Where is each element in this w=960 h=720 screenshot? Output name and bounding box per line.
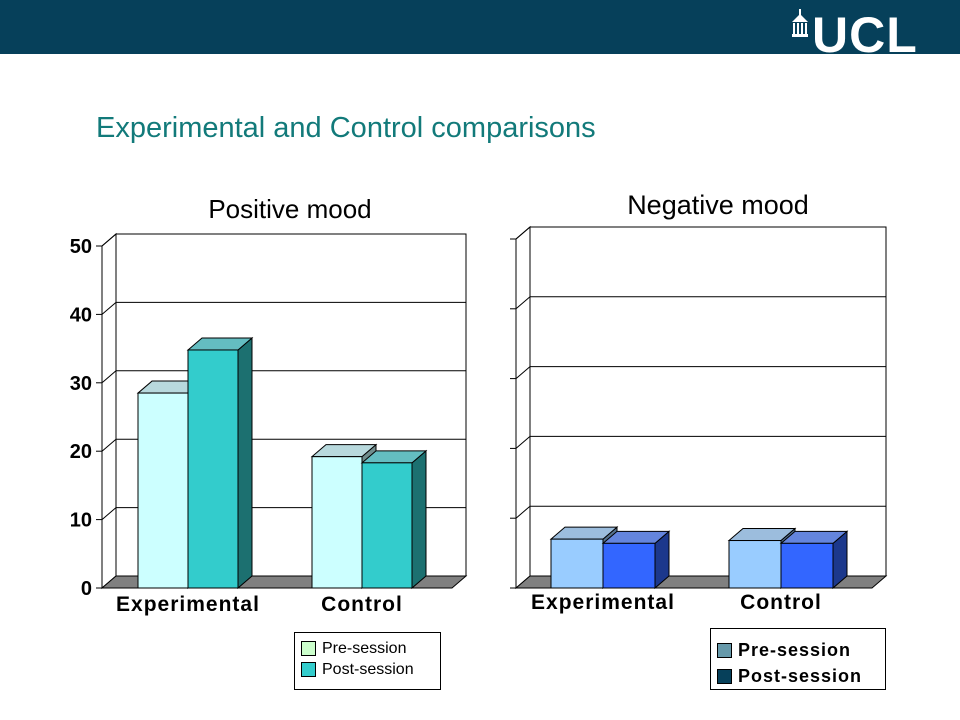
y-tick-label: 50 xyxy=(70,236,92,258)
legend-label-pre: Pre-session xyxy=(322,639,407,657)
gridline-side xyxy=(101,438,117,452)
y-tick-label: 10 xyxy=(70,510,92,532)
gridline-side xyxy=(101,507,117,520)
plot-side-wall xyxy=(515,225,531,590)
y-tick-label: 30 xyxy=(70,373,92,395)
gridline-side xyxy=(515,505,531,519)
legend-label-post: Post-session xyxy=(322,660,414,678)
x-category-label: Control xyxy=(321,593,403,616)
legend-label-pre: Pre-session xyxy=(738,639,852,660)
bar-side xyxy=(411,449,427,590)
bar-post-session-control xyxy=(361,462,413,589)
gridline-side xyxy=(101,302,117,315)
x-category-label: Experimental xyxy=(531,591,675,614)
y-tick-label: 0 xyxy=(81,578,92,600)
bar-post-session-experimental xyxy=(187,349,239,589)
gridline-side xyxy=(101,233,117,247)
legend-positive-mood: Pre-session Post-session xyxy=(294,632,441,690)
bar-pre-session-control xyxy=(728,540,782,589)
legend-item-post: Post-session xyxy=(295,659,440,680)
legend-item-post: Post-session xyxy=(711,663,885,689)
bar-side xyxy=(237,336,253,590)
legend-swatch-pre xyxy=(717,642,732,658)
slide-title: Experimental and Control comparisons xyxy=(96,112,596,144)
bar-pre-session-experimental xyxy=(137,392,189,589)
bar-post-session-control xyxy=(780,542,834,589)
gridline-side xyxy=(515,436,531,449)
portico-icon xyxy=(792,9,808,37)
legend-swatch-post xyxy=(301,662,316,677)
x-category-label: Experimental xyxy=(116,593,260,616)
legend-item-pre: Pre-session xyxy=(295,638,440,659)
legend-item-pre: Pre-session xyxy=(711,637,885,663)
bar-pre-session-experimental xyxy=(550,538,604,589)
x-category-label: Control xyxy=(740,591,822,614)
gridline-side xyxy=(515,366,531,379)
y-tick-label: 40 xyxy=(70,304,92,326)
chart-title: Positive mood xyxy=(208,194,371,224)
plot-side-wall xyxy=(101,232,117,590)
bar-pre-session-control xyxy=(311,456,363,589)
plot-back-wall xyxy=(529,226,887,577)
gridline-side xyxy=(515,296,531,310)
y-tick-label: 20 xyxy=(70,441,92,463)
chart-title: Negative mood xyxy=(627,190,809,220)
ucl-logo: UCL xyxy=(792,7,918,60)
bar-post-session-experimental xyxy=(602,542,656,589)
legend-swatch-pre xyxy=(301,641,316,656)
gridline-side xyxy=(515,226,531,240)
logo-text: UCL xyxy=(812,7,918,60)
legend-swatch-post xyxy=(717,668,732,684)
legend-label-post: Post-session xyxy=(738,665,863,686)
legend-negative-mood: Pre-session Post-session xyxy=(710,628,886,690)
gridline-side xyxy=(101,370,117,384)
